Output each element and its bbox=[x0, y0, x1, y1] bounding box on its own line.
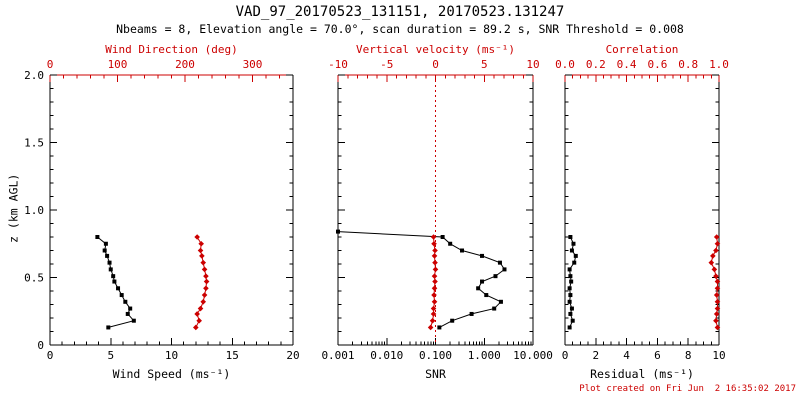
svg-text:5: 5 bbox=[481, 58, 488, 71]
svg-text:0.001: 0.001 bbox=[321, 349, 354, 362]
snr-axis-label: SNR bbox=[425, 367, 446, 381]
svg-text:2.0: 2.0 bbox=[24, 69, 44, 82]
snr-panel: 0.001 0.010 0.100 1.000 10.000 -10 -5 0 5 10 bbox=[321, 58, 552, 362]
svg-text:0.6: 0.6 bbox=[647, 58, 667, 71]
plot-subtitle: Nbeams = 8, Elevation angle = 70.0°, sca… bbox=[116, 22, 684, 36]
vertical-velocity-series bbox=[427, 234, 439, 331]
svg-text:1.5: 1.5 bbox=[24, 137, 44, 150]
plot-created-timestamp: Plot created on Fri Jun 2 16:35:02 2017 bbox=[579, 384, 796, 394]
svg-text:300: 300 bbox=[243, 58, 263, 71]
svg-text:10: 10 bbox=[526, 58, 539, 71]
svg-text:0.100: 0.100 bbox=[419, 349, 452, 362]
snr-profile-series bbox=[336, 229, 507, 330]
svg-text:0: 0 bbox=[37, 339, 44, 352]
svg-text:10: 10 bbox=[165, 349, 178, 362]
svg-text:0.4: 0.4 bbox=[617, 58, 637, 71]
svg-text:0.0: 0.0 bbox=[555, 58, 575, 71]
svg-text:0: 0 bbox=[432, 58, 439, 71]
svg-text:4: 4 bbox=[623, 349, 630, 362]
svg-text:0.8: 0.8 bbox=[678, 58, 698, 71]
svg-text:100: 100 bbox=[108, 58, 128, 71]
svg-text:0.5: 0.5 bbox=[24, 272, 44, 285]
plot-title: VAD_97_20170523_131151, 20170523.131247 bbox=[235, 4, 565, 20]
svg-text:15: 15 bbox=[226, 349, 239, 362]
correlation-axis-label: Correlation bbox=[605, 43, 679, 56]
z-axis-label: z (km AGL) bbox=[6, 173, 21, 243]
wind-direction-axis-label: Wind Direction (deg) bbox=[105, 43, 238, 56]
wind-speed-axis-label: Wind Speed (ms⁻¹) bbox=[112, 367, 231, 381]
svg-text:20: 20 bbox=[286, 349, 299, 362]
svg-text:1.0: 1.0 bbox=[709, 58, 729, 71]
svg-text:-5: -5 bbox=[380, 58, 393, 71]
svg-text:-10: -10 bbox=[328, 58, 348, 71]
quality-panel: 0 2 4 6 8 10 0.0 0.2 0.4 0.6 0.8 1.0 bbox=[555, 58, 729, 362]
svg-text:0: 0 bbox=[47, 349, 54, 362]
svg-text:200: 200 bbox=[175, 58, 195, 71]
svg-text:5: 5 bbox=[107, 349, 114, 362]
svg-text:1.000: 1.000 bbox=[468, 349, 501, 362]
svg-text:0: 0 bbox=[47, 58, 54, 71]
correlation-series bbox=[708, 234, 721, 331]
svg-text:0.010: 0.010 bbox=[370, 349, 403, 362]
residual-series bbox=[567, 235, 578, 330]
wind-speed-series bbox=[95, 235, 136, 330]
svg-text:10.000: 10.000 bbox=[513, 349, 553, 362]
svg-text:0: 0 bbox=[562, 349, 569, 362]
svg-text:6: 6 bbox=[654, 349, 661, 362]
vertical-velocity-axis-label: Vertical velocity (ms⁻¹) bbox=[356, 43, 515, 56]
wind-direction-series bbox=[193, 234, 210, 331]
svg-text:1.0: 1.0 bbox=[24, 204, 44, 217]
residual-axis-label: Residual (ms⁻¹) bbox=[590, 367, 694, 381]
svg-text:0.2: 0.2 bbox=[586, 58, 606, 71]
svg-text:10: 10 bbox=[712, 349, 725, 362]
svg-text:8: 8 bbox=[685, 349, 692, 362]
svg-text:2: 2 bbox=[592, 349, 599, 362]
